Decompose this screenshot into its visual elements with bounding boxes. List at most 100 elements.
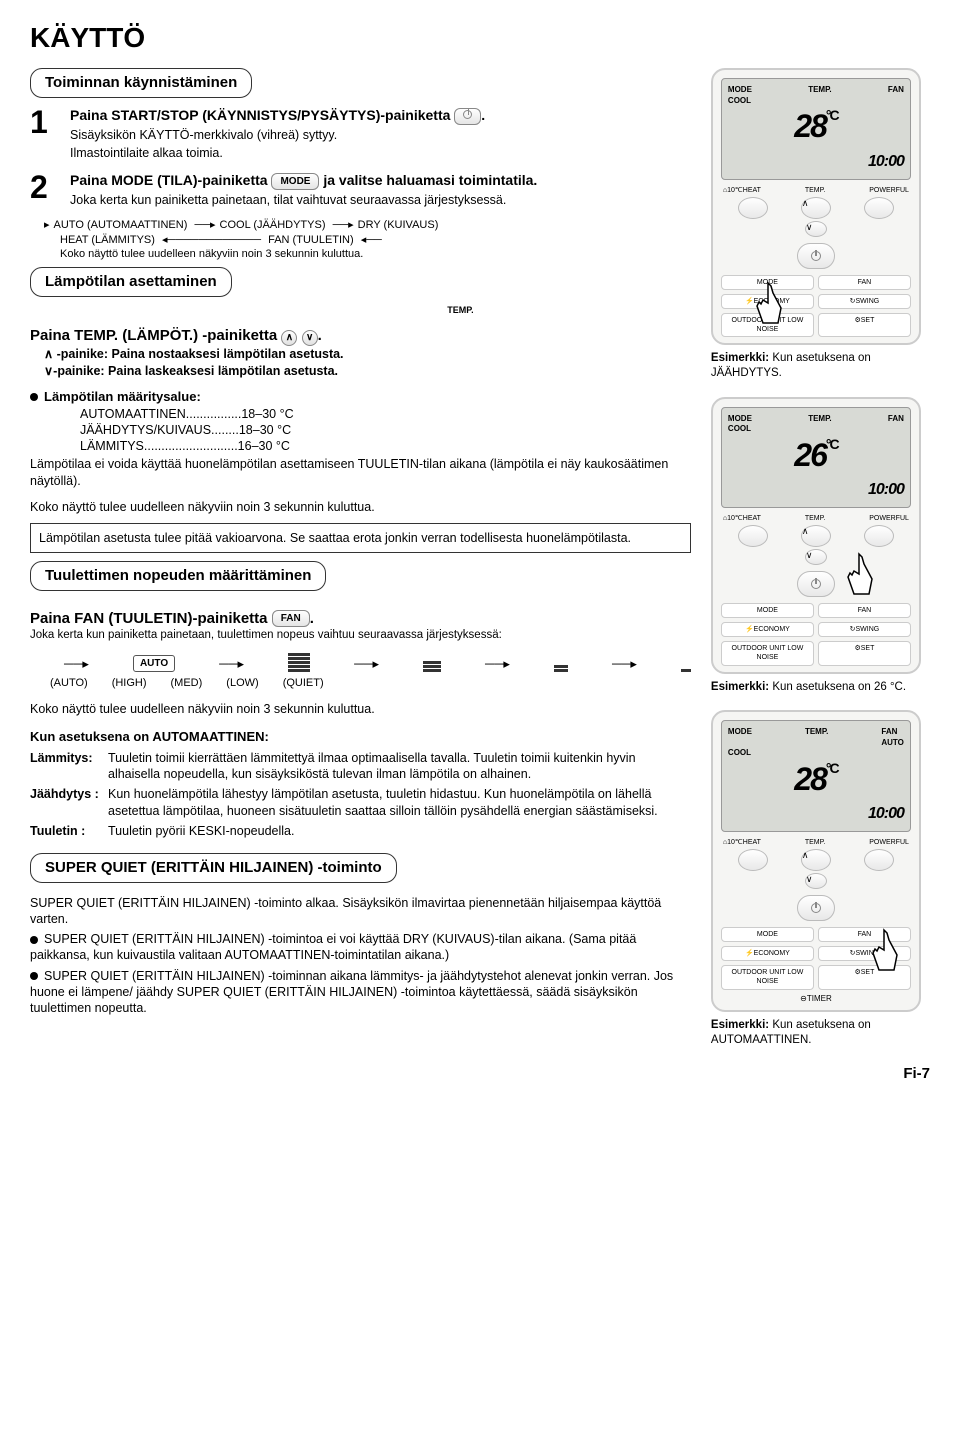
remote-button bbox=[738, 525, 768, 547]
down-desc: -painike: Paina laskeaksesi lämpötilan a… bbox=[53, 364, 338, 378]
page-title: KÄYTTÖ bbox=[30, 20, 930, 56]
section-heading-start: Toiminnan käynnistäminen bbox=[30, 68, 252, 98]
temp-range-note: Lämpötilaa ei voida käyttää huonelämpöti… bbox=[30, 456, 691, 489]
section-heading-quiet: SUPER QUIET (ERITTÄIN HILJAINEN) -toimin… bbox=[30, 853, 397, 883]
remote-timer-label: ⊖TIMER bbox=[721, 994, 911, 1004]
step2-text-a: Paina MODE (TILA)-painiketta bbox=[70, 172, 268, 188]
remote-button: ∨ bbox=[805, 221, 827, 237]
range-heat: LÄMMITYS...........................16–30… bbox=[80, 438, 691, 454]
remote-power-button bbox=[797, 895, 835, 921]
fan-auto: AUTO bbox=[133, 655, 175, 672]
remote-button bbox=[864, 525, 894, 547]
lcd-unit: °C bbox=[826, 436, 838, 452]
remote-button: ∧ bbox=[801, 849, 831, 871]
remote-power-button bbox=[797, 243, 835, 269]
remote-lownoise-button: OUTDOOR UNIT LOW NOISE bbox=[721, 965, 814, 989]
step1-sub1: Sisäyksikön KÄYTTÖ-merkkivalo (vihreä) s… bbox=[70, 127, 691, 143]
remote-mode-button: MODE bbox=[721, 603, 814, 618]
remote-set-button: ⚙SET bbox=[818, 313, 911, 337]
temp-range-title: Lämpötilan määritysalue: bbox=[44, 389, 201, 404]
remote-label: ⌂10℃HEAT bbox=[723, 514, 761, 523]
step-number: 2 bbox=[30, 171, 58, 208]
section-heading-temp: Lämpötilan asettaminen bbox=[30, 267, 232, 297]
fan-label-low: (LOW) bbox=[226, 676, 258, 690]
fan-levels-diagram: ──▸ AUTO ──▸ ──▸ ──▸ ──▸ bbox=[60, 653, 691, 672]
step1-text-a: Paina START/STOP (KÄYNNISTYS/PYSÄYTYS)-p… bbox=[70, 107, 450, 123]
remote-example-1: MODETEMP.FAN COOL 28°C 10:00 ⌂10℃HEATTEM… bbox=[711, 68, 921, 345]
fan-note: Koko näyttö tulee uudelleen näkyviin noi… bbox=[30, 701, 691, 717]
remote-button: ∨ bbox=[805, 873, 827, 889]
lcd-fan: FAN bbox=[888, 414, 904, 424]
mode-pill: MODE bbox=[271, 173, 319, 190]
auto-fan-label: Tuuletin : bbox=[30, 823, 100, 839]
page-number: Fi-7 bbox=[711, 1064, 930, 1084]
caption-label: Esimerkki: bbox=[711, 681, 769, 693]
temp-note-box: Lämpötilan asetusta tulee pitää vakioarv… bbox=[30, 523, 691, 553]
fan-pill: FAN bbox=[272, 610, 310, 627]
remote-label: ⌂10℃HEAT bbox=[723, 838, 761, 847]
remote-label: TEMP. bbox=[805, 514, 826, 523]
remote-swing-button: ↻SWING bbox=[818, 294, 911, 309]
range-cool: JÄÄHDYTYS/KUIVAUS........18–30 °C bbox=[80, 422, 691, 438]
mode-cool: COOL (JÄÄHDYTYS) bbox=[220, 219, 326, 231]
lcd-unit: °C bbox=[826, 760, 838, 776]
up-icon: ∧ bbox=[281, 330, 297, 346]
mode-fan: FAN (TUULETIN) bbox=[268, 234, 354, 246]
remote-label: POWERFUL bbox=[869, 838, 909, 847]
remote-set-button: ⚙SET bbox=[818, 641, 911, 665]
quiet-b2: SUPER QUIET (ERITTÄIN HILJAINEN) -toimin… bbox=[30, 969, 673, 1016]
fan-title-a: Paina FAN (TUULETIN)-painiketta bbox=[30, 610, 268, 627]
lcd-temp-value: 28 bbox=[794, 108, 826, 144]
step-number: 1 bbox=[30, 106, 58, 161]
remote-button bbox=[864, 849, 894, 871]
auto-heat-body: Tuuletin toimii kierrättäen lämmitettyä … bbox=[108, 750, 691, 783]
lcd-display: MODETEMP.FANAUTO COOL 28°C 10:00 bbox=[721, 720, 911, 832]
fan-label-med: (MED) bbox=[171, 676, 203, 690]
lcd-mode: MODE bbox=[728, 414, 752, 424]
remote-economy-button: ⚡ECONOMY bbox=[721, 622, 814, 637]
step-1: 1 Paina START/STOP (KÄYNNISTYS/PYSÄYTYS)… bbox=[30, 106, 691, 161]
fan-high-icon bbox=[288, 653, 310, 672]
step1-sub2: Ilmastointilaite alkaa toimia. bbox=[70, 145, 691, 161]
lcd-mode: MODE bbox=[728, 85, 752, 95]
remote-button: ∨ bbox=[805, 549, 827, 565]
auto-cool-body: Kun huonelämpötila lähestyy lämpötilan a… bbox=[108, 786, 691, 819]
step2-sub: Joka kerta kun painiketta painetaan, til… bbox=[70, 192, 691, 208]
remote-button: ∧ bbox=[801, 525, 831, 547]
range-auto: AUTOMAATTINEN................18–30 °C bbox=[80, 406, 691, 422]
remote-button bbox=[738, 849, 768, 871]
fan-label-high: (HIGH) bbox=[112, 676, 147, 690]
remote-button bbox=[738, 197, 768, 219]
remote-swing-button: ↻SWING bbox=[818, 622, 911, 637]
auto-heat-label: Lämmitys: bbox=[30, 750, 100, 783]
remote-label: POWERFUL bbox=[869, 514, 909, 523]
power-button-icon bbox=[454, 108, 481, 125]
lcd-temp-label: TEMP. bbox=[808, 85, 831, 95]
lcd-temp-label: TEMP. bbox=[805, 727, 828, 748]
lcd-time: 10:00 bbox=[728, 480, 904, 501]
remote-label: TEMP. bbox=[805, 186, 826, 195]
remote-economy-button: ⚡ECONOMY bbox=[721, 946, 814, 961]
fan-label-auto: (AUTO) bbox=[50, 676, 88, 690]
fan-med-icon bbox=[423, 661, 441, 672]
remote-fan-button: FAN bbox=[818, 275, 911, 290]
auto-mode-title: Kun asetuksena on AUTOMAATTINEN: bbox=[30, 729, 691, 746]
remote-example-2: MODE TEMP. FAN COOL 26°C 10:00 ⌂10℃HEAT TEM… bbox=[711, 397, 921, 674]
remote-button: ∧ bbox=[801, 197, 831, 219]
lcd-temp-value: 26 bbox=[794, 437, 826, 473]
remote-mode-button: MODE bbox=[721, 927, 814, 942]
section-heading-fan: Tuulettimen nopeuden määrittäminen bbox=[30, 561, 326, 591]
auto-fan-body: Tuuletin pyörii KESKI-nopeudella. bbox=[108, 823, 691, 839]
lcd-fan: FAN bbox=[888, 85, 904, 95]
mode-note: Koko näyttö tulee uudelleen näkyviin noi… bbox=[60, 247, 691, 261]
lcd-cool: COOL bbox=[728, 424, 904, 434]
temp-range-note2: Koko näyttö tulee uudelleen näkyviin noi… bbox=[30, 499, 691, 515]
temp-title-b: . bbox=[318, 327, 322, 344]
down-icon: ∨ bbox=[302, 330, 318, 346]
remote-label: POWERFUL bbox=[869, 186, 909, 195]
fan-label-quiet: (QUIET) bbox=[283, 676, 324, 690]
lcd-time: 10:00 bbox=[728, 804, 904, 825]
lcd-temp-label: TEMP. bbox=[808, 414, 831, 424]
lcd-cool: COOL bbox=[728, 96, 904, 106]
hand-pointer-icon bbox=[743, 278, 793, 333]
